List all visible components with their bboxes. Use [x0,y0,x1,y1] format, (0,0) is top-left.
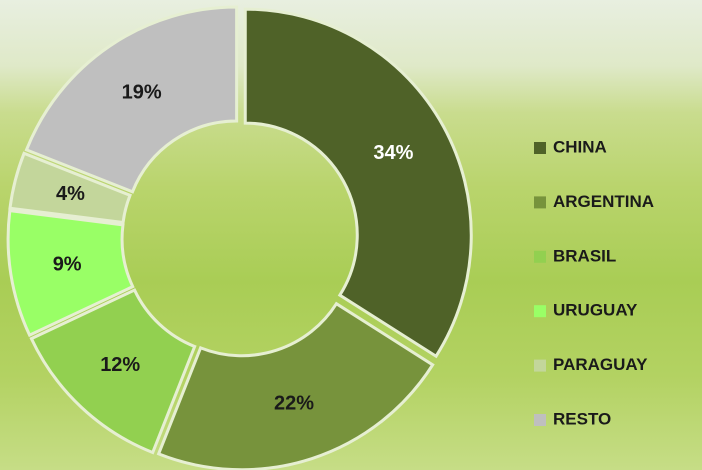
legend-label: URUGUAY [553,301,638,320]
donut-slice [156,301,435,470]
donut-slice [8,151,133,225]
data-label: 12% [100,354,140,376]
data-label: 19% [122,82,162,104]
legend-swatch [534,142,546,154]
donut-slice [24,5,239,194]
donut-slice [6,208,135,338]
legend-label: BRASIL [553,246,616,265]
donut-slice [29,288,197,455]
data-label: 4% [56,183,85,205]
legend-label: PARAGUAY [553,355,648,374]
data-label: 34% [373,142,413,164]
legend-label: RESTO [553,409,611,428]
legend-swatch [534,414,546,426]
legend-swatch [534,305,546,318]
data-label: 22% [274,393,314,415]
donut-slice [243,7,473,359]
legend-swatch [534,359,546,372]
legend-swatch [534,196,546,209]
legend-label: CHINA [553,137,607,156]
legend-label: ARGENTINA [553,192,654,211]
data-label: 9% [53,254,82,276]
legend-swatch [534,250,546,263]
